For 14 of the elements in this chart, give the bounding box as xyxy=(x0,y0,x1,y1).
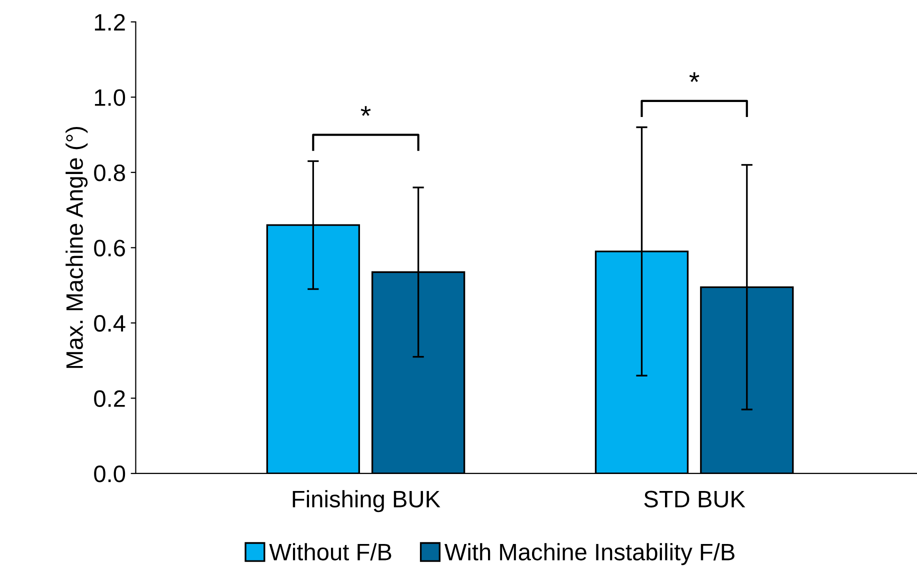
y-tick-label: 1.2 xyxy=(94,14,125,30)
y-tick-label: 0.6 xyxy=(94,240,125,256)
y-tick-label: 0.2 xyxy=(94,390,125,407)
y-tick-label: 0.0 xyxy=(94,466,126,482)
x-tick-label: STD BUK xyxy=(644,490,746,508)
y-axis-title: Max. Machine Angle (°) xyxy=(66,126,88,368)
legend-label: With Machine Instability F/B xyxy=(444,543,734,566)
legend-label: Without F/B xyxy=(269,543,392,560)
y-tick-label: 0.4 xyxy=(94,315,126,332)
y-tick-label: 1.0 xyxy=(94,89,126,106)
y-tick-label: 0.8 xyxy=(94,164,125,182)
annotation: * xyxy=(689,72,700,82)
annotation: * xyxy=(360,106,371,116)
x-tick-label: Finishing BUK xyxy=(292,490,440,512)
